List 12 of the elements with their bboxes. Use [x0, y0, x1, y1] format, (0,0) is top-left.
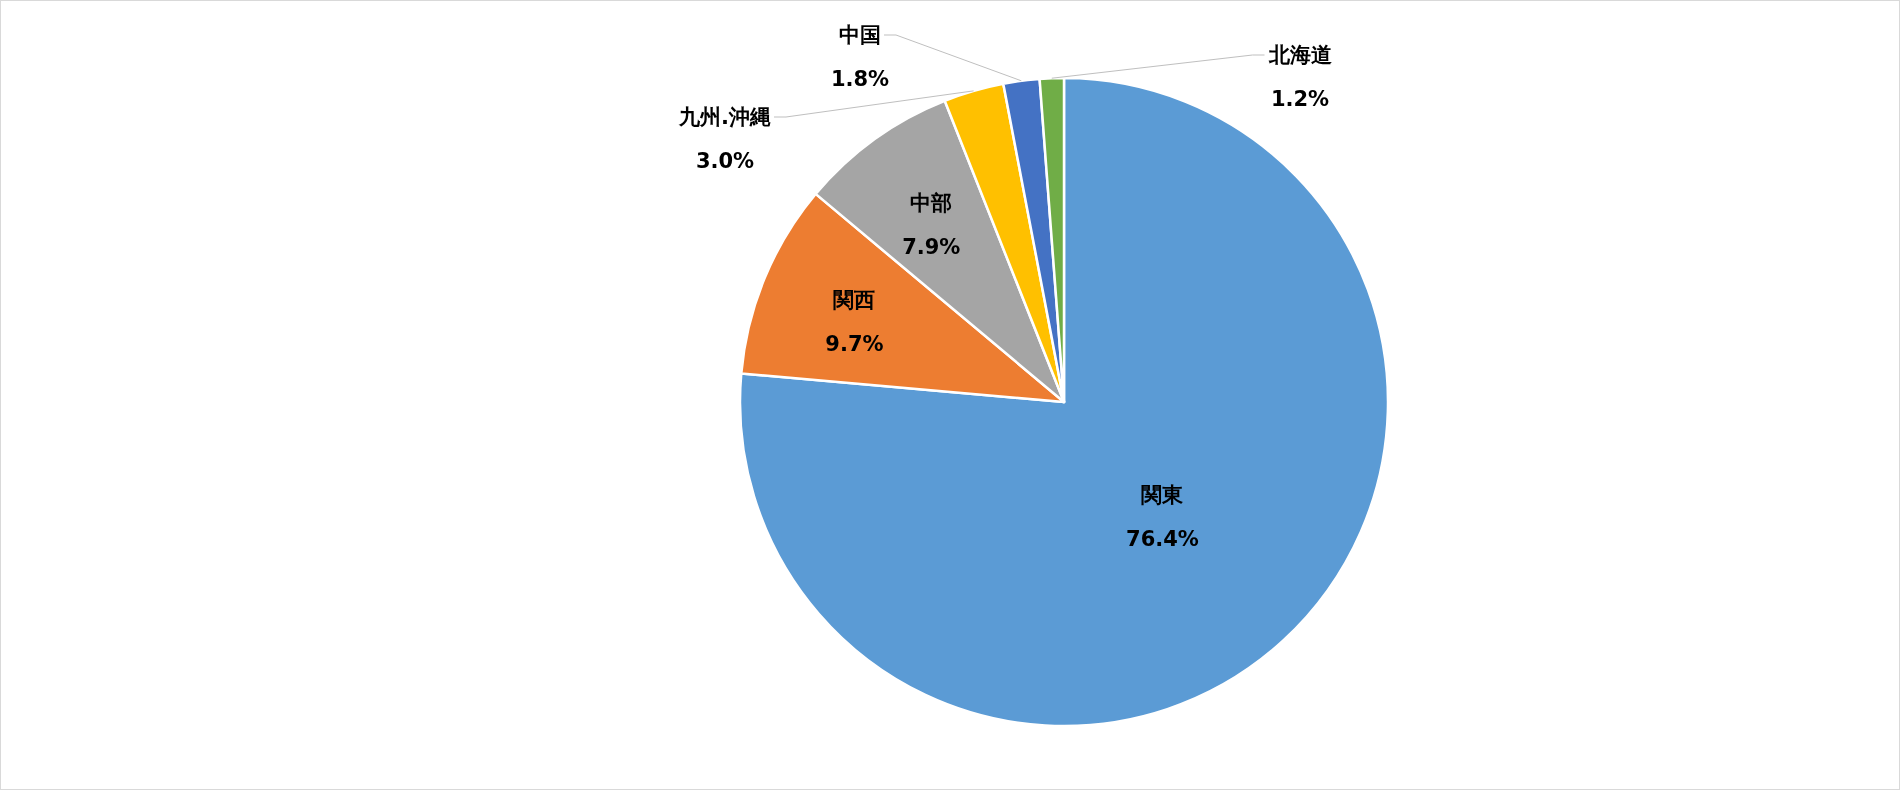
data-label: 7.9%: [902, 235, 961, 260]
slice-label: 関西: [833, 288, 876, 313]
data-label: 3.0%: [695, 149, 755, 173]
slice-label: 九州.沖縄: [678, 105, 771, 129]
data-label: 1.2%: [1270, 87, 1330, 111]
data-label: 1.8%: [830, 67, 890, 91]
slice-label: 北海道: [1267, 43, 1332, 67]
slice-label: 関東: [1141, 482, 1184, 507]
data-label: 76.4%: [1126, 526, 1199, 551]
slice-label: 中国: [839, 23, 881, 47]
slice-label: 中部: [910, 191, 953, 216]
data-label: 9.7%: [825, 332, 884, 357]
